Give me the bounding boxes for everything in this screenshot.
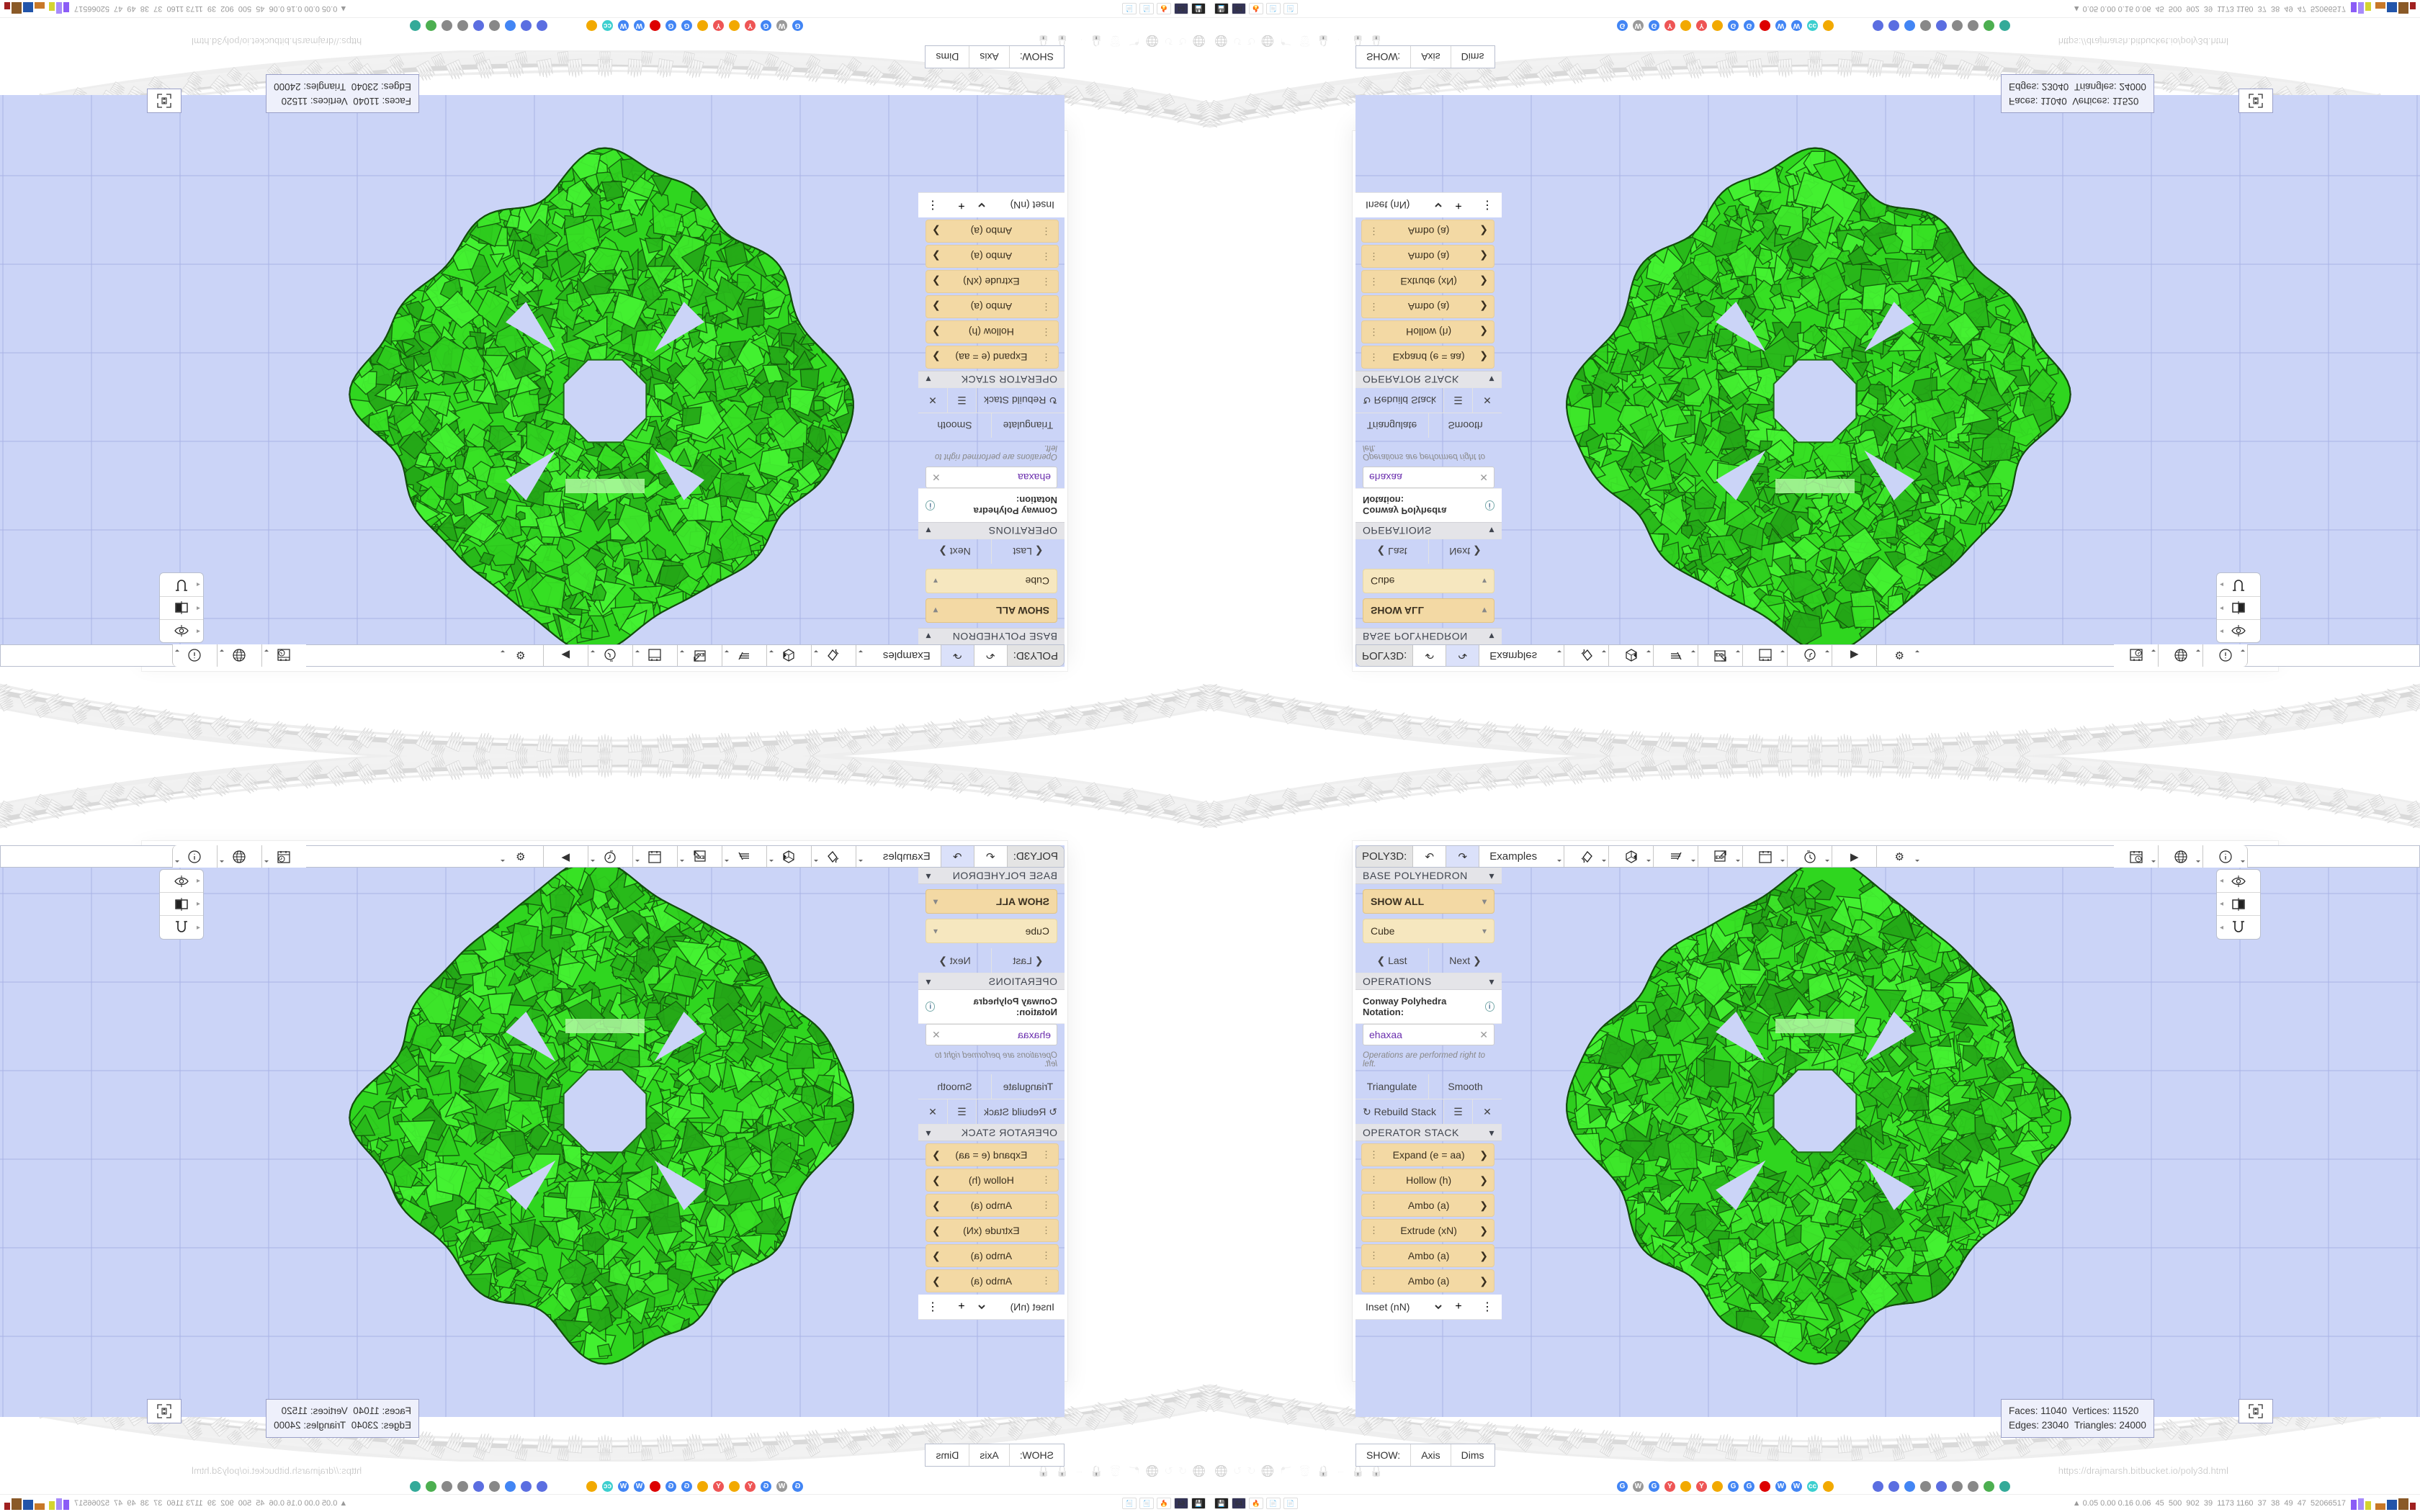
svg-text:EXP: EXP [696, 652, 704, 657]
svg-text:EXP: EXP [1716, 856, 1724, 860]
svg-text:EXP: EXP [696, 856, 704, 860]
svg-text:EXP: EXP [1716, 652, 1724, 657]
